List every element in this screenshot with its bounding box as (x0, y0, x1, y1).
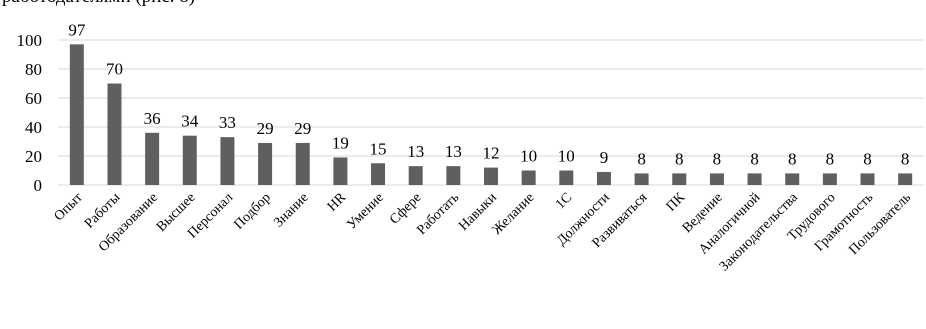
bar (822, 173, 837, 185)
y-tick-label: 0 (34, 176, 43, 195)
data-label: 8 (826, 149, 835, 168)
data-label: 8 (713, 149, 722, 168)
bar (446, 166, 461, 185)
y-tick-label: 40 (25, 118, 42, 137)
y-tick-label: 100 (17, 31, 43, 50)
bar (408, 166, 423, 185)
data-label: 8 (788, 149, 797, 168)
x-tick-label: ПК (664, 190, 689, 215)
data-label: 13 (407, 142, 424, 161)
data-label: 29 (294, 119, 311, 138)
bar (596, 171, 611, 185)
y-axis-tick-labels: 0 20 40 60 80 100 (17, 31, 43, 195)
data-label: 15 (370, 139, 387, 158)
x-tick-label: Умение (344, 190, 386, 232)
bar (521, 170, 536, 185)
x-tick-label: 1С (553, 190, 575, 212)
bar (559, 170, 574, 185)
data-label: 8 (863, 149, 872, 168)
data-label: 9 (600, 148, 609, 167)
data-label: 10 (558, 147, 575, 166)
bar (295, 142, 310, 185)
bar (333, 157, 348, 185)
x-tick-label: Знание (271, 190, 311, 230)
y-tick-label: 20 (25, 147, 42, 166)
bar (785, 173, 800, 185)
bar (860, 173, 875, 185)
data-label: 8 (637, 149, 646, 168)
x-tick-label: Работать (414, 190, 462, 238)
bar (634, 173, 649, 185)
x-tick-label: HR (325, 190, 350, 215)
bar (220, 137, 235, 185)
bar (747, 173, 762, 185)
x-tick-label: Желание (490, 190, 538, 238)
bar (107, 83, 122, 185)
x-tick-label: Опыт (52, 190, 86, 224)
bar (258, 142, 273, 185)
bar (898, 173, 913, 185)
bar (484, 167, 498, 185)
data-label: 13 (445, 142, 462, 161)
y-tick-label: 60 (25, 89, 42, 108)
data-label: 70 (106, 60, 123, 79)
bars (69, 44, 913, 185)
bar (145, 132, 160, 185)
data-label: 36 (144, 109, 161, 128)
bar (69, 44, 84, 185)
y-tick-label: 80 (25, 60, 42, 79)
data-label: 8 (901, 149, 910, 168)
data-label: 12 (483, 144, 500, 163)
data-label: 10 (520, 147, 537, 166)
data-label: 33 (219, 113, 236, 132)
data-label: 29 (257, 119, 274, 138)
caption-fragment: работодателями (рис. 8) (2, 0, 195, 8)
bar (709, 173, 724, 185)
data-label: 97 (68, 20, 86, 39)
data-label: 8 (750, 149, 759, 168)
x-tick-label: Подбор (232, 190, 274, 232)
bar (182, 135, 197, 185)
bar (672, 173, 687, 185)
gridlines (58, 39, 924, 186)
bar (371, 163, 386, 185)
x-axis-category-labels: ОпытРаботыОбразованиеВысшееПерсоналПодбо… (52, 190, 914, 275)
data-label: 8 (675, 149, 684, 168)
data-label: 34 (181, 112, 199, 131)
data-labels: 97 70 36 34 33 29 29 19 15 13 13 12 10 10 9 8 8 8 8 8 8 8 8 (68, 20, 909, 168)
data-label: 19 (332, 133, 349, 152)
